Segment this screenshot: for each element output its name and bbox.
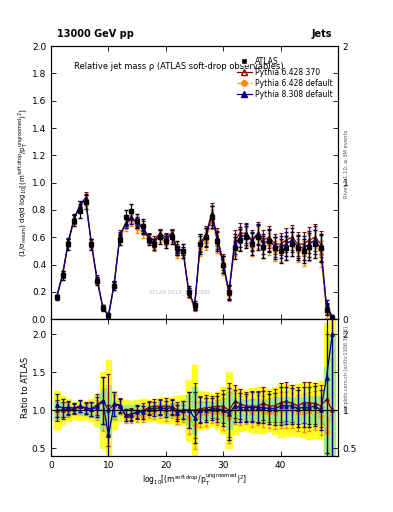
Text: ATLAS 2019_I1772882: ATLAS 2019_I1772882 <box>149 289 211 295</box>
Y-axis label: Ratio to ATLAS: Ratio to ATLAS <box>22 357 31 418</box>
Text: Relative jet mass ρ (ATLAS soft-drop observables): Relative jet mass ρ (ATLAS soft-drop obs… <box>74 62 284 72</box>
Text: Rivet 3.1.10, ≥ 3M events: Rivet 3.1.10, ≥ 3M events <box>344 130 349 198</box>
Text: mcplots.cern.ch [arXiv:1306.3436]: mcplots.cern.ch [arXiv:1306.3436] <box>344 326 349 411</box>
Legend: ATLAS, Pythia 6.428 370, Pythia 6.428 default, Pythia 8.308 default: ATLAS, Pythia 6.428 370, Pythia 6.428 de… <box>235 55 334 100</box>
Text: 13000 GeV pp: 13000 GeV pp <box>57 29 134 39</box>
X-axis label: log$_{10}$[(m$^{\rm soft\,drop}$/p$_{\rm T}^{\rm ungroomed}$)$^{2}$]: log$_{10}$[(m$^{\rm soft\,drop}$/p$_{\rm… <box>142 472 247 488</box>
Y-axis label: (1/σ$_{\rm resum}$) dσ/d log$_{10}$[(m$^{\rm soft\,drop}$/p$_{T}^{\rm ungroomed}: (1/σ$_{\rm resum}$) dσ/d log$_{10}$[(m$^… <box>17 108 31 257</box>
Text: Jets: Jets <box>312 29 332 39</box>
